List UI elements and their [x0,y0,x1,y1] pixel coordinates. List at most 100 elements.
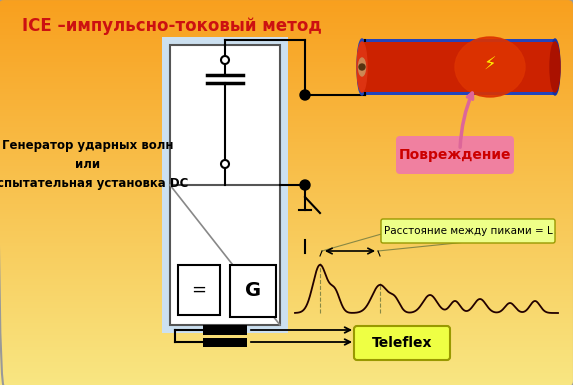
Polygon shape [0,62,573,64]
Polygon shape [0,229,573,231]
Circle shape [221,160,229,168]
Polygon shape [0,198,573,200]
Polygon shape [0,75,573,77]
Polygon shape [0,50,573,52]
Polygon shape [0,56,573,58]
Polygon shape [0,125,573,127]
Polygon shape [0,287,573,289]
Polygon shape [0,60,573,62]
Polygon shape [0,360,573,362]
Polygon shape [0,316,573,318]
Polygon shape [0,92,573,94]
Bar [178,265,220,315]
FancyBboxPatch shape [381,219,555,243]
Polygon shape [0,100,573,102]
Polygon shape [0,366,573,368]
Polygon shape [0,85,573,87]
Polygon shape [0,112,573,114]
Polygon shape [0,116,573,117]
Polygon shape [0,33,573,35]
Polygon shape [0,183,573,185]
Polygon shape [0,219,573,221]
Polygon shape [0,169,573,171]
Polygon shape [0,10,573,12]
Polygon shape [0,302,573,304]
Polygon shape [0,52,573,54]
Polygon shape [0,370,573,372]
Polygon shape [0,29,573,31]
Polygon shape [0,160,573,162]
Polygon shape [0,304,573,306]
Polygon shape [0,58,573,60]
Polygon shape [0,119,573,121]
Polygon shape [0,135,573,137]
Polygon shape [0,285,573,287]
Polygon shape [0,235,573,237]
Polygon shape [0,291,573,293]
Polygon shape [0,187,573,189]
Polygon shape [0,348,573,350]
Polygon shape [0,325,573,327]
Polygon shape [0,246,573,248]
Polygon shape [0,262,573,264]
Polygon shape [0,212,573,214]
Polygon shape [0,64,573,65]
Polygon shape [0,379,573,381]
Polygon shape [0,104,573,106]
Polygon shape [0,345,573,346]
Polygon shape [0,23,573,25]
Polygon shape [0,48,573,50]
Polygon shape [0,277,573,279]
Polygon shape [0,25,573,27]
Ellipse shape [550,39,560,95]
Polygon shape [0,2,573,4]
Polygon shape [0,189,573,191]
Polygon shape [0,375,573,377]
Polygon shape [0,31,573,33]
Polygon shape [0,237,573,239]
Polygon shape [0,210,573,212]
Polygon shape [0,279,573,281]
Polygon shape [0,343,573,345]
Polygon shape [0,129,573,131]
Text: ICE –импульсно-токовый метод: ICE –импульсно-токовый метод [22,17,322,35]
Polygon shape [0,114,573,115]
Polygon shape [0,352,573,354]
Polygon shape [0,19,573,21]
Polygon shape [0,339,573,341]
Polygon shape [0,233,573,235]
Polygon shape [0,67,573,69]
Polygon shape [0,108,573,110]
Polygon shape [0,283,573,285]
Polygon shape [0,171,573,173]
Polygon shape [0,194,573,196]
Polygon shape [0,154,573,156]
Polygon shape [0,300,573,302]
Polygon shape [0,162,573,164]
Polygon shape [0,264,573,266]
Polygon shape [0,244,573,246]
Polygon shape [0,8,573,10]
Polygon shape [0,275,573,277]
Polygon shape [0,158,573,160]
Polygon shape [0,90,573,92]
Polygon shape [0,166,573,167]
Polygon shape [0,6,573,8]
Polygon shape [0,150,573,152]
Polygon shape [0,46,573,48]
Polygon shape [0,21,573,23]
Polygon shape [0,81,573,83]
Polygon shape [0,65,573,67]
Polygon shape [0,83,573,85]
Polygon shape [0,137,573,139]
Polygon shape [0,89,573,90]
Polygon shape [0,173,573,175]
Polygon shape [0,148,573,150]
Polygon shape [0,35,573,37]
Polygon shape [0,341,573,343]
Polygon shape [0,218,573,219]
Polygon shape [0,121,573,123]
Polygon shape [0,350,573,352]
Polygon shape [0,295,573,296]
Polygon shape [0,133,573,135]
